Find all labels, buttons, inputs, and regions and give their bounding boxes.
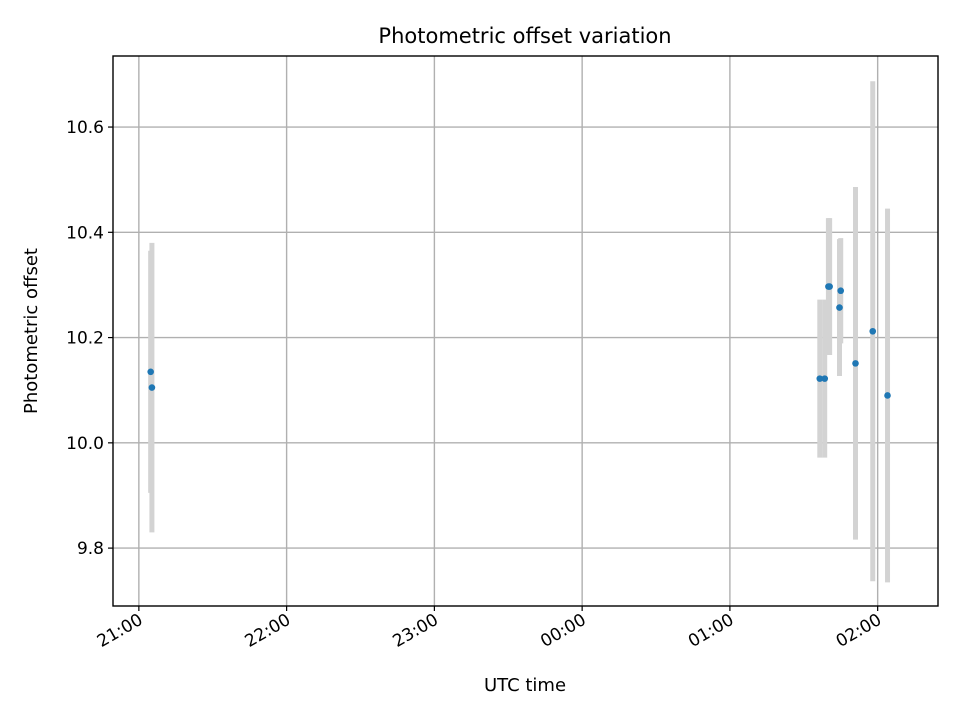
- y-axis-label: Photometric offset: [21, 248, 42, 414]
- data-point: [148, 384, 156, 391]
- y-tick-label: 10.4: [66, 223, 104, 243]
- y-tick-label: 10.6: [66, 118, 104, 138]
- y-tick-label: 10.2: [66, 329, 104, 349]
- data-point: [826, 283, 833, 290]
- grid: [113, 56, 938, 606]
- data-point: [816, 375, 824, 382]
- data-point: [836, 304, 843, 311]
- data-point: [869, 327, 877, 335]
- plot-frame: [112, 55, 939, 607]
- data-points: [147, 283, 891, 399]
- y-tick-label: 10.0: [66, 434, 104, 454]
- data-point: [821, 375, 829, 382]
- data-point: [884, 392, 891, 399]
- plot-area: [113, 56, 938, 606]
- data-point: [852, 360, 859, 367]
- data-point: [147, 368, 154, 376]
- y-tick-label: 9.8: [77, 539, 104, 559]
- data-point: [837, 287, 845, 295]
- x-axis-label: UTC time: [484, 675, 566, 696]
- chart-title: Photometric offset variation: [378, 24, 671, 48]
